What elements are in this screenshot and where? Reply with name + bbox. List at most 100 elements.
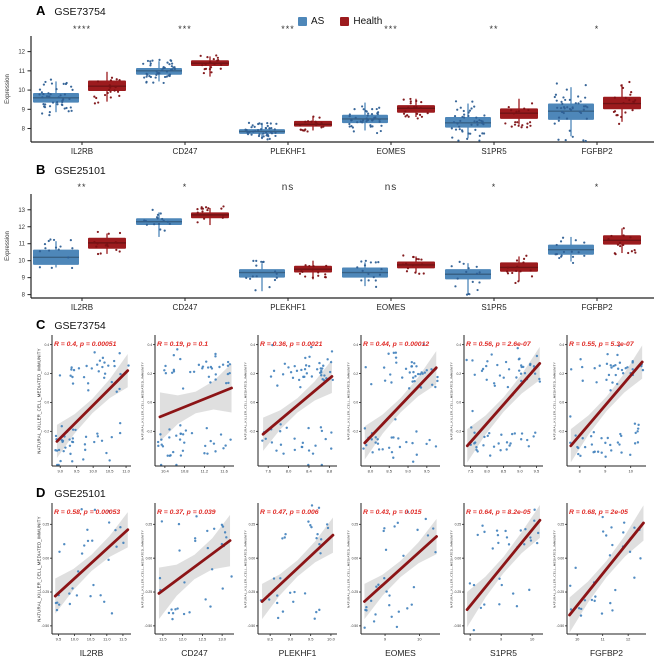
- scatter-d-plekhf1: R = 0.47, p = 0.006 0.25 0.00 -0.25 -0.50 8.5…: [244, 503, 337, 658]
- x-tick-label: 8.0: [368, 469, 374, 474]
- gene-group-cd247: * CD247: [136, 182, 229, 312]
- scatter-d-s1pr5: R = 0.64, p = 8.2e-05 0.25 0.00 -0.25 -0.50 8…: [450, 503, 543, 658]
- box-rect: [239, 269, 285, 278]
- gene-group-plekhf1: *** PLEKHF1: [239, 24, 332, 156]
- y-axis-title: NATURAL_KILLER_CELL_MEDIATED_IMMUNITY: [347, 530, 351, 608]
- y-tick-label: -0.25: [350, 590, 358, 594]
- scatter-points: [54, 351, 130, 467]
- gene-group-il2rb: ** IL2RB: [33, 182, 126, 312]
- x-tick-label: 10: [575, 637, 580, 642]
- x-tick-label: 9.0: [517, 469, 523, 474]
- as-color-swatch-icon: [298, 17, 307, 26]
- y-tick-label: -0.25: [144, 590, 152, 594]
- box-as-fgfbp2: [548, 236, 594, 265]
- gene-axis-label: PLEKHF1: [270, 303, 306, 312]
- jitter-points: [356, 259, 383, 288]
- scatter-c-s1pr5: R = 0.56, p = 2.6e-07 0.4 0.2 0.0 -0.2 7.5 8.0…: [450, 335, 543, 474]
- gene-axis-label: EOMES: [385, 648, 416, 658]
- box-health-fgfbp2: [603, 227, 641, 256]
- x-tick-label: 8.8: [327, 469, 333, 474]
- scatter-c-cd247: R = 0.19, p = 0.1 0.4 0.2 0.0 -0.2 10.4 10.8 11…: [141, 335, 234, 474]
- x-tick-label: 9.5: [56, 637, 62, 642]
- x-tick-label: 9.0: [288, 637, 294, 642]
- gene-axis-label: CD247: [181, 648, 208, 658]
- gene-axis-label: PLEKHF1: [270, 147, 306, 156]
- x-tick-label: 10: [417, 637, 422, 642]
- jitter-points: [143, 208, 171, 232]
- scatter-d-cd247: R = 0.37, p = 0.039 0.25 0.00 -0.25 -0.50 11.…: [141, 503, 234, 658]
- y-tick-label: 0.00: [249, 556, 256, 560]
- box-as-il2rb: [33, 78, 79, 117]
- x-tick-label: 7.6: [265, 469, 271, 474]
- significance-label: **: [77, 182, 86, 192]
- box-health-cd247: [191, 205, 229, 226]
- box-health-plekhf1: [294, 115, 332, 133]
- box-rect: [342, 267, 388, 278]
- panel-a-letter: A: [36, 3, 46, 18]
- y-tick-label: 11: [19, 69, 26, 75]
- box-health-s1pr5: [500, 98, 538, 129]
- scatter-d-il2rb: R = 0.58, p = 0.00053 0.25 0.00 -0.25 -0.50 9…: [37, 503, 131, 658]
- x-tick-label: 11.0: [103, 637, 111, 642]
- x-tick-label: 8.5: [501, 469, 507, 474]
- scatter-points: [468, 508, 540, 632]
- jitter-points: [38, 78, 74, 117]
- y-tick-label: -0.2: [146, 430, 152, 434]
- x-tick-label: 9: [384, 637, 387, 642]
- jitter-points: [450, 100, 486, 142]
- y-tick-label: -0.50: [350, 624, 358, 628]
- panel-c-header: C GSE73754: [36, 317, 106, 332]
- scatter-c-il2rb: R = 0.4, p = 0.00051 0.4 0.2 0.0 -0.2 9.0 9.5 1…: [37, 335, 131, 474]
- correlation-stat-label: R = 0.37, p = 0.039: [157, 509, 216, 516]
- jitter-points: [506, 254, 534, 285]
- x-tick-label: 9.5: [74, 469, 80, 474]
- significance-label: *: [595, 182, 600, 192]
- gene-group-s1pr5: ** S1PR5: [445, 24, 538, 156]
- box-as-eomes: [342, 102, 388, 135]
- jitter-points: [199, 54, 223, 75]
- box-as-plekhf1: [239, 259, 285, 292]
- y-tick-label: -0.25: [41, 590, 49, 594]
- correlation-stat-label: R = 0.58, p = 0.00053: [54, 509, 120, 516]
- jitter-points: [142, 58, 176, 85]
- box-as-fgfbp2: [548, 82, 594, 143]
- y-tick-label: 13: [18, 208, 25, 214]
- x-tick-label: 11: [601, 637, 606, 642]
- scatter-points: [158, 515, 233, 621]
- x-tick-label: 9: [500, 637, 503, 642]
- y-tick-label: -0.2: [43, 430, 49, 434]
- x-tick-label: 10.5: [106, 469, 115, 474]
- panel-b-title: GSE25101: [54, 165, 106, 177]
- y-axis-title: NATURAL_KILLER_CELL_MEDIATED_IMMUNITY: [553, 530, 557, 608]
- box-rect: [33, 92, 79, 103]
- legend-as-label: AS: [311, 16, 325, 27]
- y-axis-title: NATURAL_KILLER_CELL_MEDIATED_IMMUNITY: [450, 362, 454, 440]
- y-tick-label: 0.00: [146, 556, 153, 560]
- y-tick-label: 0.25: [249, 523, 256, 527]
- jitter-points: [348, 105, 383, 135]
- gene-group-fgfbp2: * FGFBP2: [548, 182, 641, 312]
- y-tick-label: -0.2: [352, 430, 358, 434]
- box-health-plekhf1: [294, 260, 332, 280]
- panel-b-boxplot: 8 9 10 11 12 13 Expression ** IL2RB * CD247 ns PLEKH…: [0, 176, 660, 321]
- jitter-points: [607, 227, 637, 256]
- y-tick-label: 8: [22, 293, 26, 299]
- y-tick-label: 10: [18, 88, 25, 94]
- y-tick-label: -0.50: [247, 624, 255, 628]
- y-tick-label: 10: [18, 259, 25, 265]
- legend-item-health: Health: [340, 16, 382, 27]
- box-as-s1pr5: [445, 100, 491, 142]
- box-rect: [239, 129, 285, 134]
- health-color-swatch-icon: [340, 17, 350, 26]
- x-tick-label: 8.5: [267, 637, 273, 642]
- scatter-points: [261, 343, 334, 467]
- y-tick-label: 0.4: [456, 343, 461, 347]
- regression-line: [157, 539, 232, 595]
- box-rect: [500, 108, 538, 119]
- scatter-c-eomes: R = 0.44, p = 0.00012 0.4 0.2 0.0 -0.2 8.0 8.5…: [347, 335, 440, 474]
- jitter-points: [245, 259, 278, 292]
- y-tick-label: 8: [22, 127, 26, 133]
- box-rect: [294, 120, 332, 127]
- y-tick-label: 0.0: [353, 401, 358, 405]
